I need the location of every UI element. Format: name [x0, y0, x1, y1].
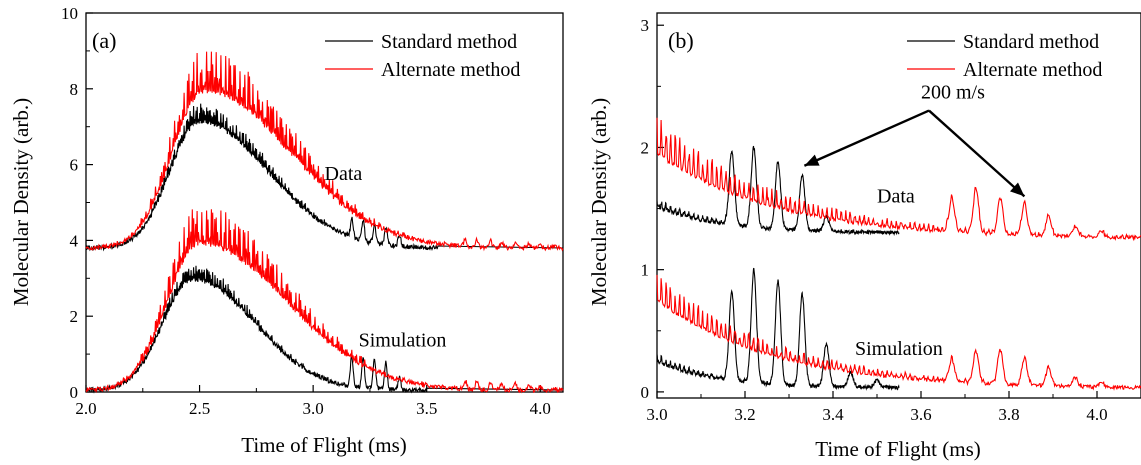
- series-line-alternate-data: [85, 51, 564, 252]
- panel-a-ticks: 2.0 2.5 3.0 3.5 4.0 0 2 4 6 8 10: [61, 4, 551, 418]
- x-tick-label: 3.0: [646, 405, 667, 424]
- panel-a: 2.0 2.5 3.0 3.5 4.0 0 2 4 6 8 10 (a) Standard meth…: [9, 4, 564, 457]
- x-tick-label: 2.5: [189, 399, 210, 418]
- panel-b-arrows: [803, 109, 1026, 198]
- panel-a-label: (a): [92, 28, 116, 53]
- legend-a-alternate-label: Alternate method: [381, 59, 520, 81]
- y-tick-label: 10: [61, 4, 78, 23]
- panel-b-annotation-simulation: Simulation: [855, 338, 943, 360]
- y-tick-label: 1: [641, 261, 650, 280]
- panel-b-y-axis-label: Molecular Density (arb.): [587, 98, 611, 306]
- legend-b-standard-label: Standard method: [963, 31, 1099, 53]
- annotation-arrowhead: [1010, 182, 1025, 197]
- y-tick-label: 0: [641, 383, 650, 402]
- panel-b-annotation-data: Data: [877, 185, 915, 207]
- x-tick-label: 3.0: [303, 399, 324, 418]
- y-tick-label: 8: [70, 80, 79, 99]
- y-tick-label: 4: [70, 231, 79, 250]
- panel-b-annotation-speed: 200 m/s: [921, 82, 985, 104]
- series-line-standard-simulation: [656, 267, 900, 391]
- annotation-arrow: [928, 109, 1026, 198]
- legend-b-alternate-label: Alternate method: [963, 59, 1102, 81]
- legend-a-standard-label: Standard method: [381, 31, 517, 53]
- x-tick-label: 4.0: [1086, 405, 1107, 424]
- series-line-alternate-simulation: [656, 274, 1141, 391]
- x-tick-label: 2.0: [75, 399, 96, 418]
- panel-b: 3.0 3.2 3.4 3.6 3.8 4.0 0 1 2 3 (b) Standard meth…: [587, 12, 1141, 461]
- x-tick-label: 3.4: [822, 405, 844, 424]
- panel-b-ticks: 3.0 3.2 3.4 3.6 3.8 4.0 0 1 2 3: [641, 16, 1108, 424]
- y-tick-label: 2: [70, 307, 79, 326]
- panel-b-legend: Standard method Alternate method: [907, 31, 1102, 81]
- panel-a-legend: Standard method Alternate method: [325, 31, 520, 81]
- panel-a-y-axis-label: Molecular Density (arb.): [9, 98, 33, 306]
- y-tick-label: 3: [641, 16, 650, 35]
- x-tick-label: 3.5: [416, 399, 437, 418]
- panel-a-annotation-simulation: Simulation: [359, 330, 447, 352]
- panel-b-curves: [656, 117, 1141, 391]
- y-tick-label: 2: [641, 138, 650, 157]
- panel-a-curves: [85, 51, 564, 394]
- panel-a-annotation-data: Data: [325, 163, 363, 185]
- series-line-standard-data: [85, 103, 564, 252]
- panel-b-label: (b): [668, 28, 694, 53]
- panel-a-x-axis-label: Time of Flight (ms): [241, 433, 407, 457]
- annotation-arrow: [803, 109, 930, 167]
- x-tick-label: 3.2: [734, 405, 755, 424]
- series-line-standard-data: [656, 145, 900, 237]
- x-tick-label: 3.8: [998, 405, 1019, 424]
- annotation-arrowhead: [804, 154, 820, 166]
- y-tick-label: 6: [70, 156, 79, 175]
- series-line-alternate-simulation: [85, 209, 564, 394]
- x-tick-label: 3.6: [910, 405, 931, 424]
- series-line-alternate-data: [656, 117, 1141, 242]
- panel-b-x-axis-label: Time of Flight (ms): [815, 437, 981, 461]
- x-tick-label: 4.0: [530, 399, 551, 418]
- y-tick-label: 0: [70, 383, 79, 402]
